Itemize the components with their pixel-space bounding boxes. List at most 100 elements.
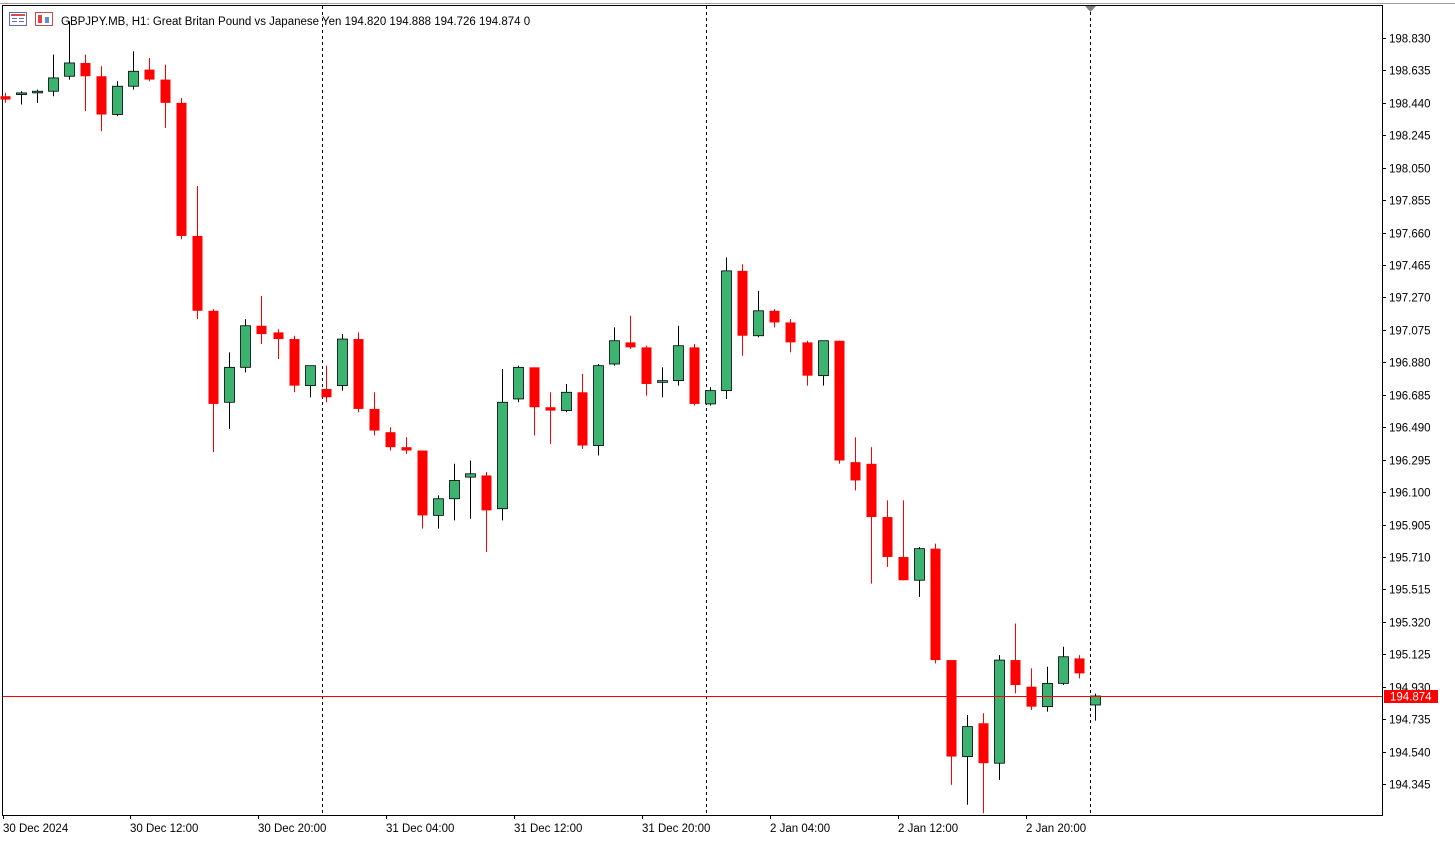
candle-body <box>930 548 941 661</box>
price-tick-label: 196.295 <box>1389 456 1431 468</box>
price-tick-label: 198.635 <box>1389 66 1431 78</box>
candle-body <box>449 480 460 500</box>
header-timeframe: H1 <box>132 16 147 28</box>
candle-body <box>1074 658 1085 674</box>
header-volume: 0 <box>524 16 530 28</box>
candle-body <box>208 310 219 404</box>
current-price-tag-text: 194.874 <box>1390 692 1432 704</box>
candle-body <box>1090 695 1101 706</box>
candle-body <box>609 340 620 365</box>
price-tick-label: 195.710 <box>1389 553 1431 565</box>
price-tick-label: 197.855 <box>1389 196 1431 208</box>
candle-body <box>1042 682 1053 708</box>
price-tick-label: 195.320 <box>1389 618 1431 630</box>
header-symbol: GBPJPY.MB <box>61 16 126 28</box>
one-click-trading-icon[interactable] <box>9 12 27 26</box>
price-tick-label: 198.050 <box>1389 164 1431 176</box>
candle-body <box>850 462 861 481</box>
candle-body <box>753 310 764 337</box>
candle-body <box>337 338 348 387</box>
price-tick-label: 194.540 <box>1389 748 1431 760</box>
period-separators <box>322 6 1091 815</box>
candle-body <box>994 659 1005 764</box>
candle-body <box>273 332 284 340</box>
candle-body <box>144 69 155 80</box>
candle-body <box>802 342 813 376</box>
header-description: Great Britan Pound vs Japanese Yen <box>153 16 342 28</box>
candle-body <box>48 77 59 92</box>
candle-body <box>657 380 668 383</box>
price-tick-label: 197.075 <box>1389 326 1431 338</box>
candle-body <box>721 270 732 392</box>
candles-layer <box>0 21 1101 814</box>
current-price-tag-bg <box>1384 690 1438 703</box>
candle-body <box>898 556 909 581</box>
candle-body <box>401 447 412 451</box>
candle-body <box>513 366 524 400</box>
candle-body <box>256 325 267 335</box>
time-tick-label: 2 Jan 12:00 <box>898 823 958 835</box>
plot-frame <box>2 5 1383 816</box>
price-tick-label: 195.905 <box>1389 521 1431 533</box>
candle-body <box>818 340 829 377</box>
time-tick-label: 30 Dec 2024 <box>3 823 69 835</box>
candle-body <box>673 345 684 382</box>
candle-body <box>369 408 380 431</box>
current-price-tag: 194.874 <box>1384 690 1438 704</box>
candle-body <box>0 96 11 100</box>
header-high: 194.888 <box>389 16 431 28</box>
candle-body <box>914 548 925 581</box>
price-tick-label: 194.345 <box>1389 780 1431 792</box>
candle-body <box>112 85 123 115</box>
candle-body <box>1058 656 1069 684</box>
candle-body <box>593 365 604 446</box>
candle-body <box>737 270 748 336</box>
candle-body <box>834 340 845 461</box>
candle-body <box>705 390 716 405</box>
price-tick-label: 197.465 <box>1389 261 1431 273</box>
candle-body <box>176 102 187 236</box>
candle-body <box>465 473 476 478</box>
time-axis[interactable]: 30 Dec 2024 30 Dec 12:00 30 Dec 20:00 31 De… <box>3 815 1086 835</box>
candle-body <box>689 347 700 404</box>
price-tick-label: 197.660 <box>1389 229 1431 241</box>
candle-body <box>96 76 107 115</box>
candle-body <box>481 475 492 511</box>
candle-body <box>785 322 796 343</box>
candle-body <box>80 62 91 77</box>
header-low: 194.726 <box>434 16 476 28</box>
time-tick-label: 31 Dec 12:00 <box>514 823 582 835</box>
price-tick-label: 196.490 <box>1389 423 1431 435</box>
header-open: 194.820 <box>345 16 387 28</box>
price-tick-label: 197.270 <box>1389 293 1431 305</box>
time-tick-label: 31 Dec 20:00 <box>642 823 710 835</box>
candle-body <box>160 79 171 103</box>
chart-type-icon[interactable] <box>35 12 53 26</box>
candle-body <box>641 347 652 384</box>
header-sep: , <box>125 16 131 28</box>
header-colon: : <box>146 16 152 28</box>
candle-body <box>32 90 43 94</box>
candle-body <box>64 62 75 77</box>
candle-body <box>769 310 780 323</box>
price-tick-label: 196.685 <box>1389 391 1431 403</box>
candle-body <box>577 392 588 446</box>
price-axis[interactable]: 198.830 198.635 198.440 198.245 198.050 197.8… <box>1382 34 1431 792</box>
price-tick-label: 198.440 <box>1389 99 1431 111</box>
candle-body <box>289 339 300 386</box>
candle-body <box>529 367 540 408</box>
candle-body <box>128 70 139 87</box>
price-tick-label: 195.515 <box>1389 585 1431 597</box>
price-tick-label: 196.880 <box>1389 358 1431 370</box>
candle-body <box>192 235 203 311</box>
chart-header: GBPJPY.MB, H1: Great Britan Pound vs Jap… <box>61 16 530 28</box>
time-tick-label: 2 Jan 20:00 <box>1026 823 1086 835</box>
candle-body <box>224 366 235 403</box>
candle-body <box>962 726 973 757</box>
candle-body <box>305 365 316 387</box>
candle-body <box>545 407 556 411</box>
chart-shift-marker[interactable] <box>1085 6 1096 12</box>
candle-body <box>946 660 957 757</box>
candle-body <box>866 463 877 518</box>
